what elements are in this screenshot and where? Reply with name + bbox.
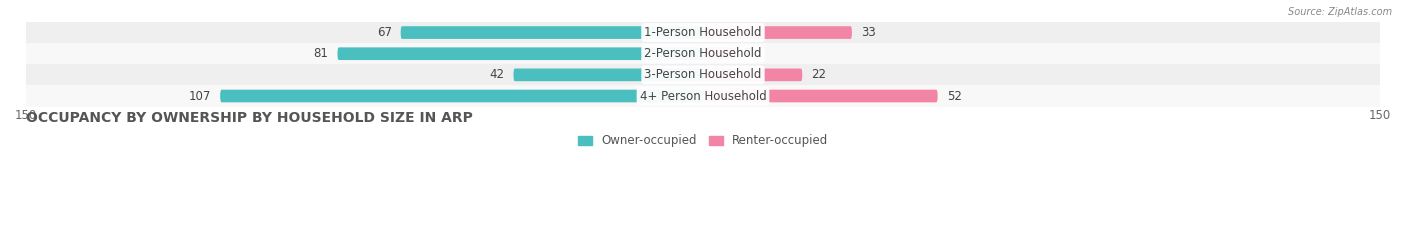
Text: 2-Person Household: 2-Person Household <box>644 47 762 60</box>
FancyBboxPatch shape <box>513 69 703 81</box>
Text: 33: 33 <box>860 26 876 39</box>
Text: OCCUPANCY BY OWNERSHIP BY HOUSEHOLD SIZE IN ARP: OCCUPANCY BY OWNERSHIP BY HOUSEHOLD SIZE… <box>27 111 472 125</box>
FancyBboxPatch shape <box>703 69 803 81</box>
Text: 52: 52 <box>946 89 962 103</box>
Text: 7: 7 <box>744 47 751 60</box>
Text: 67: 67 <box>377 26 392 39</box>
Text: 22: 22 <box>811 68 827 81</box>
Bar <box>27 22 1379 43</box>
FancyBboxPatch shape <box>221 90 703 102</box>
Text: 1-Person Household: 1-Person Household <box>644 26 762 39</box>
FancyBboxPatch shape <box>337 47 703 60</box>
Bar <box>27 64 1379 86</box>
Text: 42: 42 <box>489 68 505 81</box>
Bar <box>27 43 1379 64</box>
FancyBboxPatch shape <box>401 26 703 39</box>
Text: 81: 81 <box>314 47 329 60</box>
FancyBboxPatch shape <box>703 47 734 60</box>
FancyBboxPatch shape <box>703 90 938 102</box>
Text: 3-Person Household: 3-Person Household <box>644 68 762 81</box>
Bar <box>27 86 1379 106</box>
Text: 107: 107 <box>188 89 211 103</box>
Text: Source: ZipAtlas.com: Source: ZipAtlas.com <box>1288 7 1392 17</box>
Legend: Owner-occupied, Renter-occupied: Owner-occupied, Renter-occupied <box>578 134 828 147</box>
Text: 4+ Person Household: 4+ Person Household <box>640 89 766 103</box>
FancyBboxPatch shape <box>703 26 852 39</box>
